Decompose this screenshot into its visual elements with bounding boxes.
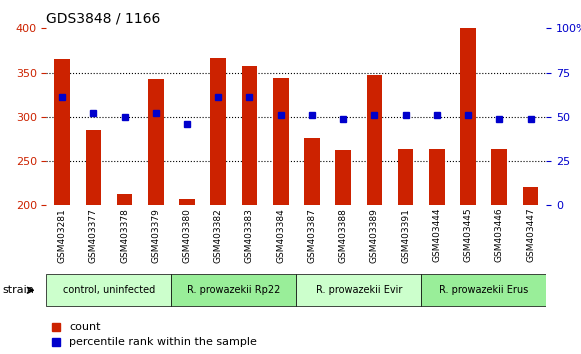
Text: GSM403447: GSM403447	[526, 208, 535, 262]
Text: R. prowazekii Erus: R. prowazekii Erus	[439, 285, 528, 295]
Bar	[523, 187, 539, 205]
Bar	[304, 138, 320, 205]
Bar	[210, 58, 226, 205]
FancyBboxPatch shape	[296, 274, 421, 306]
FancyBboxPatch shape	[171, 274, 296, 306]
Text: GSM403387: GSM403387	[307, 208, 317, 263]
Text: R. prowazekii Evir: R. prowazekii Evir	[315, 285, 402, 295]
Bar	[398, 149, 414, 205]
Bar	[179, 199, 195, 205]
Text: GDS3848 / 1166: GDS3848 / 1166	[46, 12, 161, 26]
Bar	[117, 194, 132, 205]
Text: GSM403384: GSM403384	[276, 208, 285, 263]
Text: GSM403389: GSM403389	[370, 208, 379, 263]
Bar	[460, 28, 476, 205]
Bar	[85, 130, 101, 205]
Bar	[492, 149, 507, 205]
Bar	[429, 149, 444, 205]
Text: GSM403281: GSM403281	[58, 208, 67, 263]
Bar	[242, 67, 257, 205]
Text: percentile rank within the sample: percentile rank within the sample	[69, 337, 257, 347]
Text: GSM403388: GSM403388	[339, 208, 347, 263]
Text: GSM403444: GSM403444	[432, 208, 442, 262]
Bar	[54, 59, 70, 205]
Text: GSM403382: GSM403382	[214, 208, 223, 263]
Text: GSM403377: GSM403377	[89, 208, 98, 263]
Bar	[335, 150, 351, 205]
FancyBboxPatch shape	[46, 274, 171, 306]
Text: GSM403383: GSM403383	[245, 208, 254, 263]
Text: GSM403379: GSM403379	[151, 208, 160, 263]
Bar	[273, 78, 289, 205]
Text: GSM403445: GSM403445	[464, 208, 472, 262]
Text: GSM403391: GSM403391	[401, 208, 410, 263]
Bar	[367, 75, 382, 205]
Text: GSM403380: GSM403380	[182, 208, 192, 263]
Text: strain: strain	[3, 285, 34, 295]
Text: R. prowazekii Rp22: R. prowazekii Rp22	[187, 285, 281, 295]
Text: GSM403446: GSM403446	[495, 208, 504, 262]
Text: control, uninfected: control, uninfected	[63, 285, 155, 295]
Text: count: count	[69, 322, 101, 332]
Text: GSM403378: GSM403378	[120, 208, 129, 263]
Bar	[148, 79, 164, 205]
FancyBboxPatch shape	[421, 274, 546, 306]
